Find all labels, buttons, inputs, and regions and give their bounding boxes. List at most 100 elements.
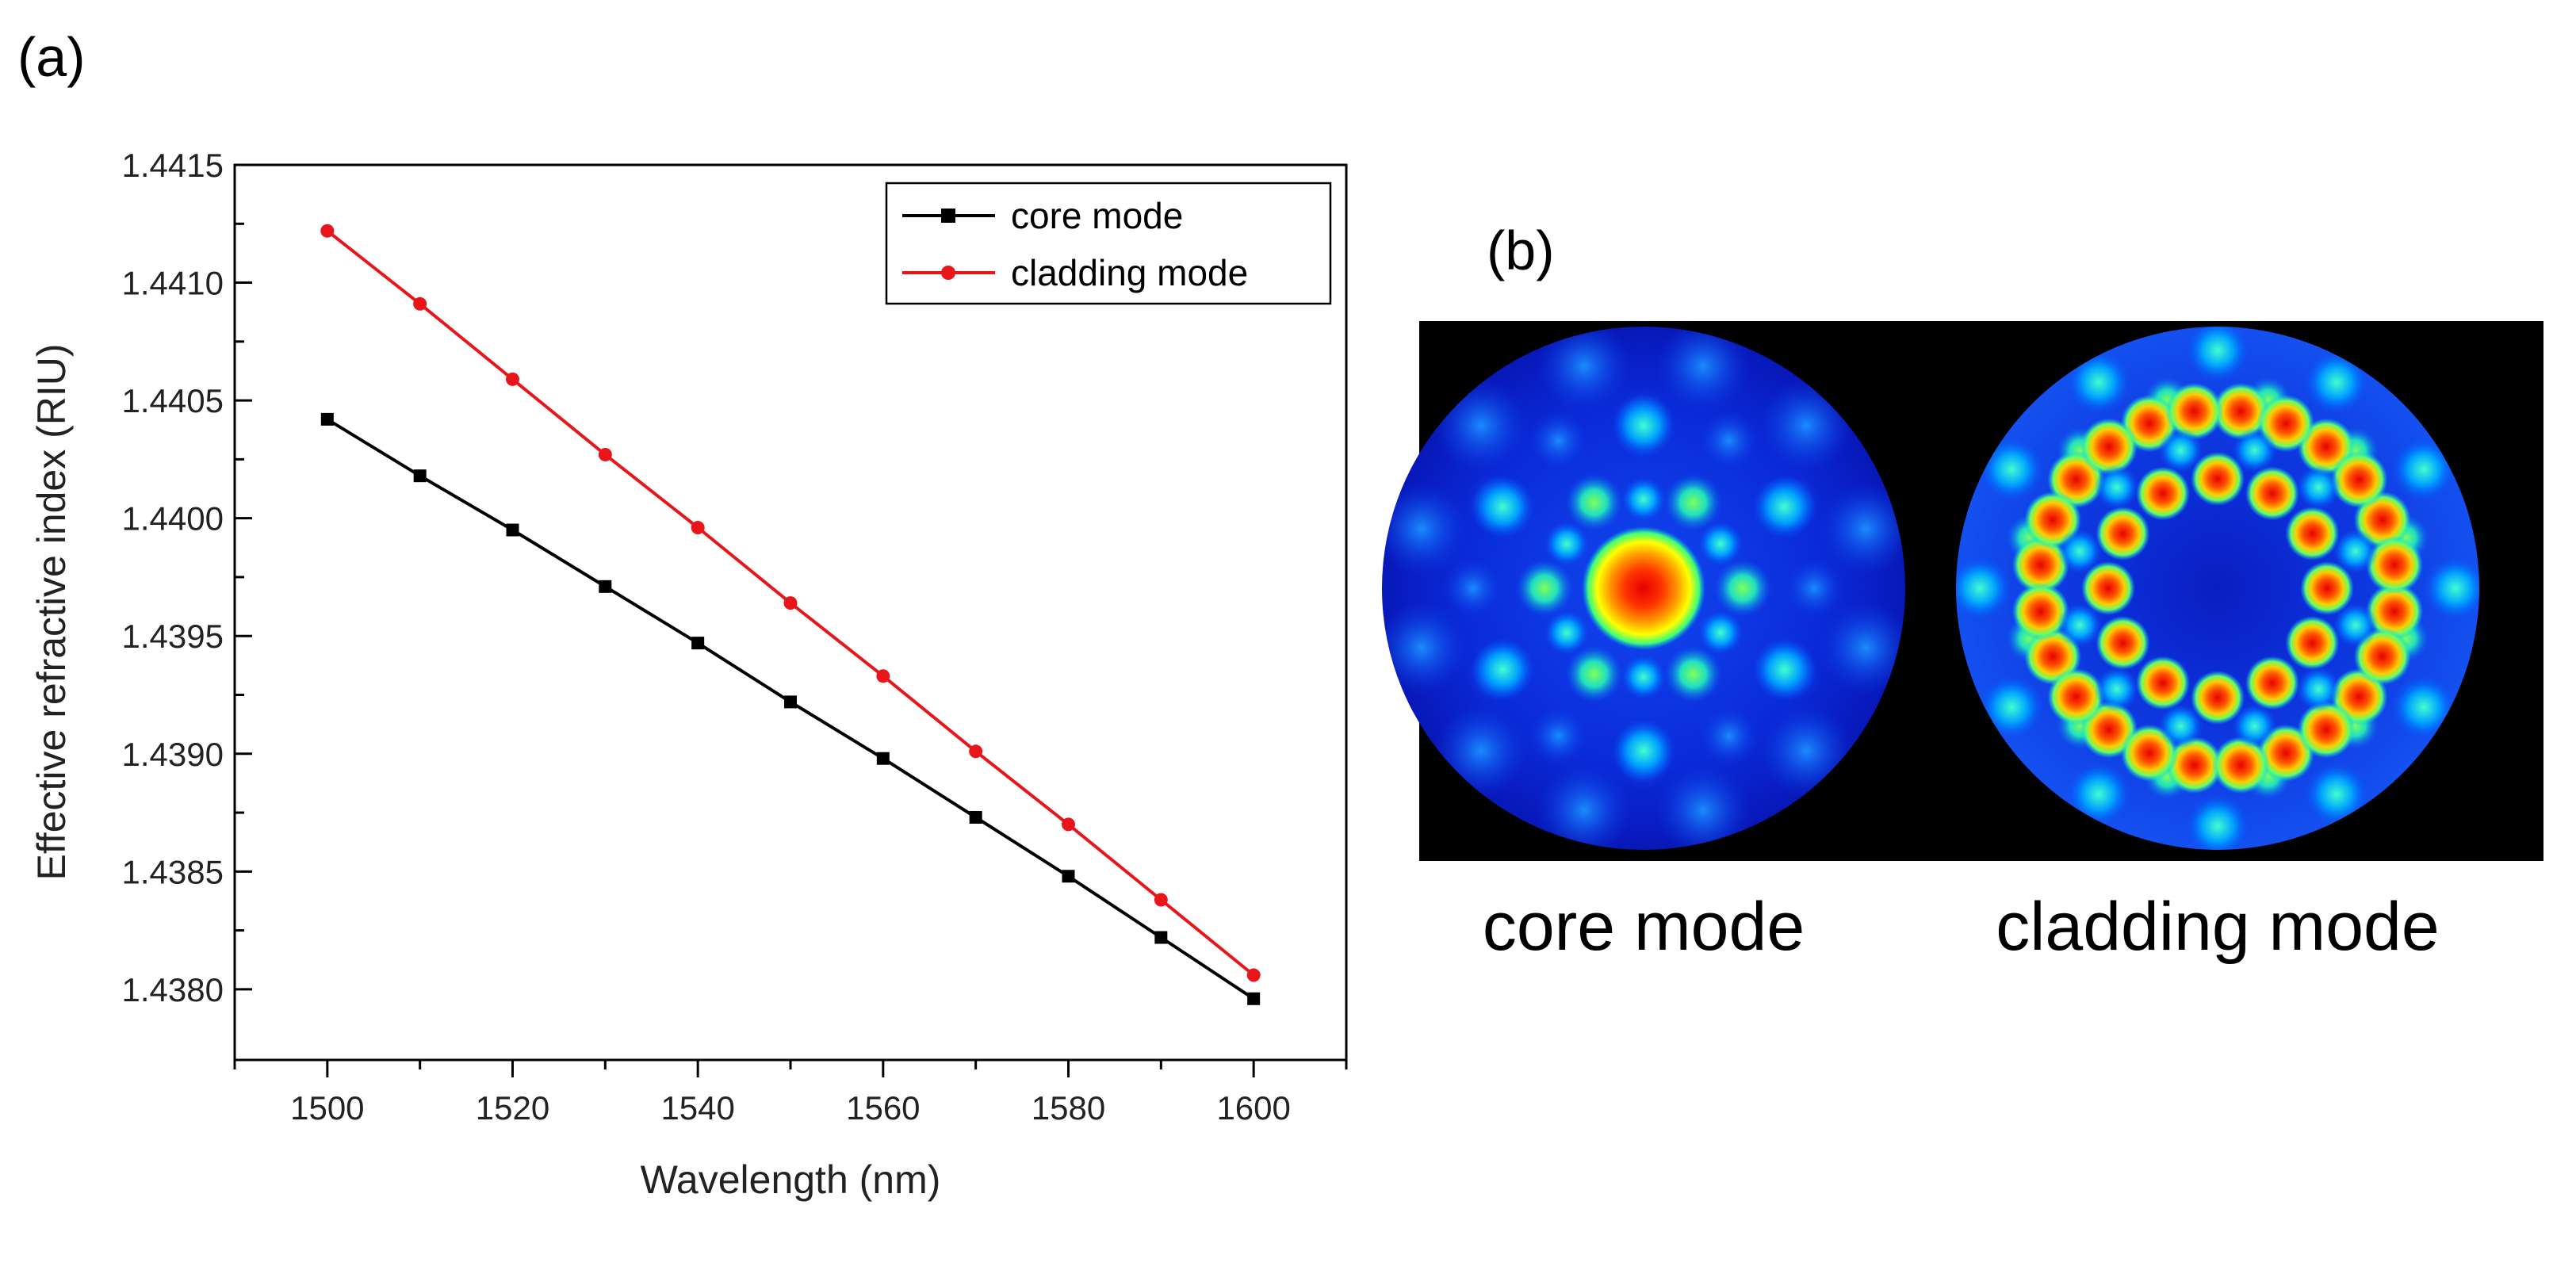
cladding-field-mid-lobe (2333, 529, 2378, 574)
core-field-faint-lobe (1818, 600, 1905, 696)
core-field-inner-lobe (1516, 560, 1573, 617)
cladding-field-mid-lobe (2296, 465, 2341, 510)
core-field-outer-lobe (1752, 475, 1816, 539)
y-tick-label: 1.4395 (122, 618, 224, 655)
cladding-field-edge-lobe (1980, 675, 2044, 739)
core-field-inner-lobe (1698, 610, 1743, 655)
x-tick-label: 1500 (290, 1089, 364, 1127)
y-tick-label: 1.4410 (122, 265, 224, 302)
core-field-inner-lobe (1565, 645, 1623, 703)
x-tick-label: 1520 (476, 1089, 549, 1127)
data-point-cladding-mode (1246, 968, 1261, 982)
legend-entry-cladding-mode: cladding mode (902, 252, 1248, 293)
x-tick-label: 1600 (1216, 1089, 1290, 1127)
legend-label-core-mode: core mode (1011, 195, 1183, 236)
cladding-field-hot-spot (2366, 536, 2424, 594)
line-chart: 1.4380 1.4385 1.4390 1.4395 1.4400 1.4405 1.44… (29, 147, 1348, 1202)
data-point-cladding-mode (506, 372, 519, 386)
cladding-field-hot-spot (2081, 561, 2135, 615)
cladding-field-mid-lobe (2158, 703, 2203, 748)
legend-label-cladding-mode: cladding mode (1011, 252, 1248, 293)
data-point-cladding-mode (876, 669, 890, 683)
data-point-core-mode (876, 752, 890, 765)
data-point-cladding-mode (1062, 817, 1075, 832)
y-tick-label: 1.4405 (122, 382, 224, 419)
panel-a-label: (a) (17, 26, 86, 88)
y-tick-label: 1.4400 (122, 500, 224, 538)
data-point-cladding-mode (1154, 893, 1168, 907)
y-tick-label: 1.4380 (122, 971, 224, 1008)
legend: core mode cladding mode (885, 182, 1332, 305)
core-field-faint-lobe (1655, 763, 1751, 850)
data-point-cladding-mode (320, 224, 335, 238)
cladding-mode-image-label: cladding mode (1996, 889, 2439, 965)
cladding-field-mid-lobe (2094, 667, 2139, 712)
core-field-faint-lobe (1655, 327, 1751, 414)
x-axis-label: Wavelength (nm) (641, 1157, 941, 1202)
core-field-inner-lobe (1664, 645, 1722, 703)
core-field-faint-lobe (1382, 480, 1469, 576)
core-field-inner-lobe (1621, 655, 1666, 699)
cladding-field-hot-spot (2330, 451, 2388, 509)
data-point-core-mode (599, 580, 612, 593)
core-field-faint-lobe (1536, 763, 1632, 850)
data-point-core-mode (413, 469, 427, 483)
data-point-core-mode (1247, 992, 1261, 1005)
series-layer (320, 224, 1261, 1005)
data-point-core-mode (1062, 870, 1075, 883)
cladding-field-hot-spot (2011, 583, 2069, 641)
legend-box (885, 182, 1332, 305)
plot-frame (233, 163, 1348, 1062)
data-point-core-mode (506, 523, 519, 537)
mode-images-panel: core mode cladding mode (1382, 321, 2543, 965)
cladding-field-edge-lobe (2186, 794, 2249, 850)
cladding-field-mid-lobe (2232, 428, 2277, 473)
cladding-field-mid-lobe (2057, 603, 2103, 648)
cladding-field-edge-lobe (2067, 350, 2130, 415)
x-tick-label: 1560 (846, 1089, 920, 1127)
cladding-field-hot-spot (2366, 583, 2424, 641)
core-field-faint-lobe (1698, 410, 1759, 471)
core-field-outer-lobe (1752, 637, 1816, 702)
cladding-field-edge-lobe (2186, 327, 2249, 382)
cladding-field-hot-spot (2285, 616, 2340, 670)
core-field-faint-lobe (1818, 480, 1905, 576)
data-point-cladding-mode (691, 521, 705, 535)
y-tick-label: 1.4415 (122, 147, 224, 184)
data-point-cladding-mode (969, 744, 983, 759)
cladding-field-edge-lobe (2391, 438, 2455, 501)
core-field-faint-lobe (1528, 706, 1589, 767)
cladding-field-hot-spot (2245, 466, 2299, 521)
cladding-field-hot-spot (2047, 668, 2105, 725)
core-field-faint-lobe (1382, 600, 1469, 696)
legend-marker-core-mode (941, 209, 955, 223)
panel-b-label: (b) (1487, 220, 1555, 281)
core-field-inner-lobe (1664, 473, 1722, 531)
cladding-field-hot-spot (2300, 561, 2354, 615)
x-tick-label: 1540 (660, 1089, 734, 1127)
cladding-field-mid-lobe (2057, 529, 2103, 574)
cladding-mode-field-image (1956, 327, 2479, 850)
cladding-field-hot-spot (2212, 736, 2270, 794)
core-mode-image-label: core mode (1483, 889, 1805, 965)
y-axis-ticks: 1.4380 1.4385 1.4390 1.4395 1.4400 1.4405 1.44… (122, 147, 252, 1008)
x-axis-ticks: 1500 1520 1540 1560 1580 1600 (233, 1060, 1348, 1127)
data-point-core-mode (691, 637, 705, 650)
cladding-field-mid-lobe (2333, 603, 2378, 648)
cladding-field-mid-lobe (2232, 703, 2277, 748)
core-field-outer-lobe (1471, 637, 1535, 702)
cladding-field-hot-spot (2165, 382, 2223, 440)
data-point-core-mode (1154, 931, 1168, 944)
core-field-faint-lobe (1784, 558, 1844, 618)
cladding-field-hot-spot (2212, 382, 2270, 440)
data-point-core-mode (969, 810, 982, 824)
cladding-field-hot-spot (2011, 536, 2069, 594)
core-field-inner-lobe (1544, 522, 1590, 566)
x-tick-label: 1580 (1032, 1089, 1105, 1127)
cladding-field-hot-spot (2191, 452, 2245, 506)
cladding-field-mid-lobe (2158, 428, 2203, 473)
cladding-field-hot-spot (2096, 507, 2150, 560)
cladding-field-hot-spot (2136, 656, 2190, 710)
data-point-cladding-mode (413, 297, 427, 311)
